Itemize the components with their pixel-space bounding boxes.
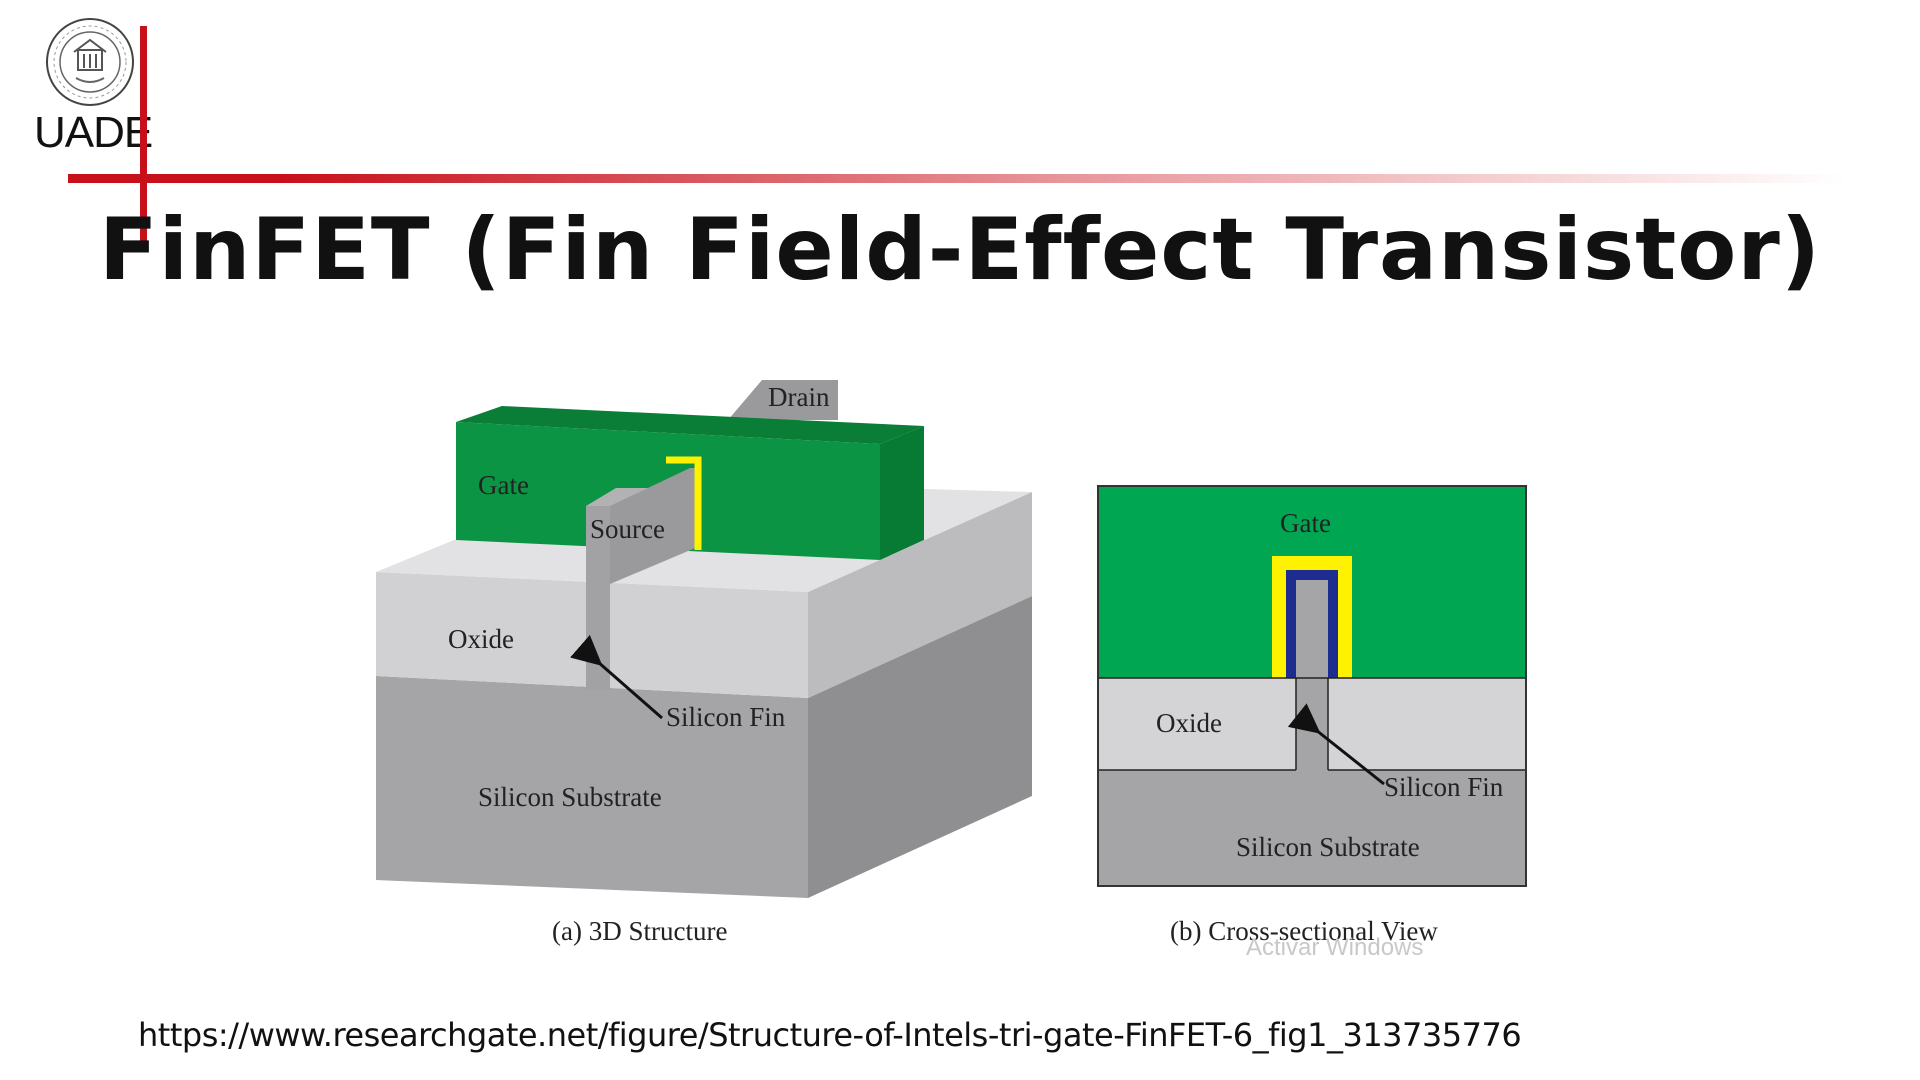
finfet-diagram: Drain Gate Source Oxide Silicon Fin Sili… <box>376 380 1527 946</box>
drain-fin <box>728 380 838 420</box>
substrate-right-face <box>808 596 1032 898</box>
silicon-fin-arrow-cross <box>1287 703 1385 786</box>
source-fin-side <box>610 468 700 584</box>
label-oxide-3d: Oxide <box>448 624 514 654</box>
label-gate-3d: Gate <box>478 470 529 500</box>
caption-cross-section: (b) Cross-sectional View <box>1170 916 1438 946</box>
oxide-right-face <box>808 492 1032 698</box>
caption-3d-structure: (a) 3D Structure <box>552 916 727 946</box>
gate-oxide-layer <box>666 456 702 550</box>
gate-right-face <box>880 426 924 560</box>
label-oxide-cross: Oxide <box>1156 708 1222 738</box>
university-seal-icon <box>46 18 134 106</box>
label-silicon-substrate-3d: Silicon Substrate <box>478 782 662 812</box>
accent-horizontal-line <box>68 174 1848 183</box>
activation-watermark: Activar Windows <box>1246 934 1424 961</box>
label-drain-3d: Drain <box>768 382 830 412</box>
label-gate-cross: Gate <box>1280 508 1331 538</box>
label-source-3d: Source <box>590 514 665 544</box>
label-silicon-substrate-cross: Silicon Substrate <box>1236 832 1420 862</box>
substrate-front-face <box>376 676 808 898</box>
page-title: FinFET (Fin Field-Effect Transistor) <box>98 200 1822 300</box>
university-logo: UADE <box>16 8 153 157</box>
diagram-cross-section: Gate Oxide Silicon Fin Silicon Substrate… <box>1097 485 1527 946</box>
accent-vertical-line <box>140 26 147 248</box>
logo-text: UADE <box>34 108 153 157</box>
label-silicon-fin-cross: Silicon Fin <box>1384 772 1504 802</box>
cross-substrate-region <box>1098 770 1526 886</box>
cross-section-border <box>1097 485 1527 887</box>
label-silicon-fin-3d: Silicon Fin <box>666 702 786 732</box>
cross-silicon-fin <box>1296 580 1328 770</box>
silicon-fin-arrow-3d <box>570 634 663 720</box>
gate-top-face <box>456 406 924 444</box>
source-url[interactable]: https://www.researchgate.net/figure/Stru… <box>138 1016 1522 1054</box>
diagram-3d-structure: Drain Gate Source Oxide Silicon Fin Sili… <box>376 380 1032 946</box>
